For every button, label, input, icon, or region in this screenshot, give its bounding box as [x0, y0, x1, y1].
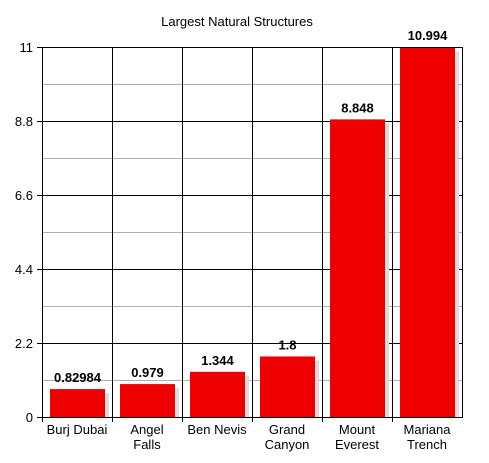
- data-labels: 0.82984 0.979 1.344 1.8 8.848 10.994: [54, 28, 448, 385]
- bar: [190, 371, 245, 417]
- bar: [120, 384, 175, 417]
- y-tick-label: 8.8: [15, 114, 33, 129]
- y-tick-label: 0: [26, 410, 33, 425]
- data-label: 1.8: [278, 337, 296, 352]
- x-tick-label: Ben Nevis: [187, 422, 247, 437]
- x-tick-label: Mount Everest: [335, 422, 379, 452]
- bar-shadows: [54, 51, 459, 418]
- data-label: 0.82984: [54, 370, 102, 385]
- x-tick-label: Mariana Trench: [404, 422, 452, 452]
- data-label: 1.344: [201, 353, 234, 368]
- data-label: 0.979: [131, 365, 164, 380]
- bar: [330, 119, 385, 418]
- x-tick-label: Burj Dubai: [47, 422, 108, 437]
- y-tick-label: 4.4: [15, 262, 33, 277]
- data-label: 10.994: [408, 28, 449, 43]
- x-tick-label: Angel Falls: [130, 422, 163, 452]
- bar: [50, 389, 105, 417]
- bars: [50, 47, 455, 418]
- bar: [260, 356, 315, 417]
- y-tick-label: 6.6: [15, 188, 33, 203]
- y-tick-label: 2.2: [15, 336, 33, 351]
- y-axis-ticks: 0 2.2 4.4 6.6 8.8 11: [15, 40, 33, 425]
- x-tick-label: Grand Canyon: [265, 422, 310, 452]
- axes: [37, 47, 463, 422]
- y-tick-label: 11: [20, 40, 34, 55]
- bar: [400, 47, 455, 418]
- grid: [37, 47, 462, 422]
- data-label: 8.848: [341, 100, 374, 115]
- chart-title: Largest Natural Structures: [161, 14, 313, 29]
- x-axis-labels: Burj Dubai Angel Falls Ben Nevis Grand Canyon…: [47, 422, 452, 452]
